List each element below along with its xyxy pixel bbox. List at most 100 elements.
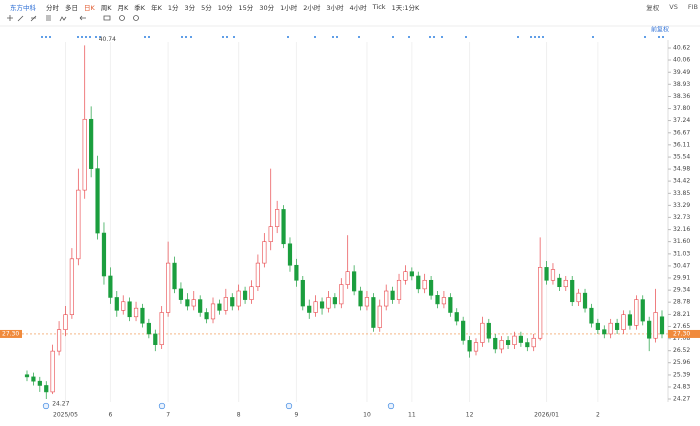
candle-body	[576, 292, 581, 303]
candle-body	[217, 303, 222, 311]
candle-body	[390, 290, 395, 300]
candle-body	[198, 299, 203, 313]
period-tab[interactable]: 1天:1分K	[391, 3, 420, 12]
y-tick-label: 40.62	[673, 45, 690, 52]
y-tick-label: 33.29	[673, 202, 690, 209]
candle-body	[50, 350, 55, 393]
period-tab[interactable]: 30分	[259, 3, 275, 12]
emoji-tool[interactable]	[119, 15, 125, 21]
y-tick-label: 31.03	[673, 250, 690, 257]
settings-tool[interactable]	[133, 15, 139, 21]
pattern-tool[interactable]	[59, 16, 67, 22]
candle-body	[595, 322, 600, 330]
candle-body	[146, 322, 151, 335]
y-tick-label: 28.21	[673, 311, 690, 318]
candle-body	[518, 335, 523, 343]
y-tick-label: 37.80	[673, 105, 690, 112]
candle-body	[268, 226, 273, 242]
period-tab[interactable]: 分时	[46, 3, 59, 12]
candle-body	[403, 271, 408, 281]
period-tab[interactable]: 2小时	[303, 3, 321, 12]
candle-body	[473, 342, 479, 352]
candle-body	[634, 299, 639, 326]
arrow-tool[interactable]	[79, 15, 86, 21]
candle-body	[493, 337, 498, 350]
candle-body	[428, 279, 434, 296]
period-tab[interactable]: 日K	[84, 3, 95, 12]
period-tab[interactable]: 1小时	[280, 3, 298, 12]
x-tick-label: 2026/01	[534, 412, 559, 419]
candle-body	[249, 286, 254, 300]
period-tab[interactable]: 周K	[100, 3, 112, 12]
period-tab[interactable]: 多日	[65, 3, 78, 12]
candle-body	[82, 118, 87, 191]
x-tick-label: 12	[466, 412, 474, 419]
y-tick-label: 33.85	[673, 190, 690, 197]
news-markers[interactable]	[42, 402, 395, 410]
candle-body	[230, 297, 235, 307]
candle-body	[300, 279, 305, 307]
drawing-tools[interactable]	[7, 15, 139, 22]
crosshair-tool[interactable]	[7, 15, 13, 21]
candle-body	[499, 340, 504, 350]
period-tab[interactable]: 4小时	[349, 3, 367, 12]
period-tab[interactable]: 年K	[151, 3, 162, 12]
candle-body	[191, 299, 196, 307]
candle-body	[319, 301, 325, 309]
candle-body	[345, 271, 350, 285]
period-tab[interactable]: 10分	[217, 3, 233, 12]
candle-body	[313, 301, 318, 313]
y-tick-label: 34.42	[673, 178, 690, 185]
y-tick-label: 24.83	[673, 383, 690, 390]
ray-tool[interactable]	[30, 15, 37, 22]
candle-body	[409, 271, 414, 277]
candle-body	[352, 271, 357, 292]
candle-body	[538, 267, 543, 339]
period-tab[interactable]: 1分	[167, 3, 179, 12]
period-tab[interactable]: 15分	[238, 3, 254, 12]
period-tab[interactable]: 5分	[201, 3, 212, 12]
toolbar-button[interactable]: FIB	[687, 2, 698, 11]
candle-body	[557, 277, 562, 288]
candle-body	[647, 320, 652, 339]
candle-body	[153, 333, 158, 345]
toolbar-button[interactable]: 复权	[646, 3, 660, 12]
y-tick-label: 32.73	[673, 214, 690, 221]
candle-body	[448, 297, 453, 313]
y-tick-label: 30.47	[673, 262, 690, 269]
toolbar-button[interactable]: VS	[669, 2, 678, 11]
y-tick-label: 39.49	[673, 69, 690, 76]
candle-body	[339, 284, 344, 305]
candle-body	[332, 297, 337, 305]
x-tick-label: 2	[596, 412, 600, 419]
period-tab[interactable]: 3小时	[326, 3, 344, 12]
candle-body	[512, 335, 517, 345]
candle-body	[396, 279, 402, 300]
period-tab[interactable]: 季K	[134, 3, 146, 12]
line-tool[interactable]	[17, 15, 24, 22]
candle-body	[653, 312, 658, 339]
candle-body	[89, 118, 94, 169]
y-tick-label: 37.24	[673, 117, 690, 124]
candle-body	[422, 279, 427, 290]
candle-body	[416, 275, 421, 290]
x-tick-label: 9	[294, 412, 298, 419]
period-tab[interactable]: Tick	[372, 2, 386, 11]
candle-body	[159, 312, 164, 345]
x-tick-label: 6	[108, 412, 112, 419]
candle-body	[570, 279, 575, 303]
text-tool[interactable]	[103, 15, 111, 21]
candle-body	[627, 314, 633, 326]
candle-body	[204, 312, 209, 320]
period-tab[interactable]: 月K	[117, 3, 129, 12]
candle-body	[467, 340, 472, 352]
candle-body	[326, 297, 331, 309]
candle-body	[615, 322, 620, 330]
period-tab[interactable]: 3分	[184, 3, 196, 12]
adjust-label[interactable]: 前复权	[651, 26, 669, 34]
stock-name[interactable]: 东方中科	[10, 3, 36, 12]
candle-body	[287, 243, 293, 266]
channel-tool[interactable]	[46, 15, 51, 21]
